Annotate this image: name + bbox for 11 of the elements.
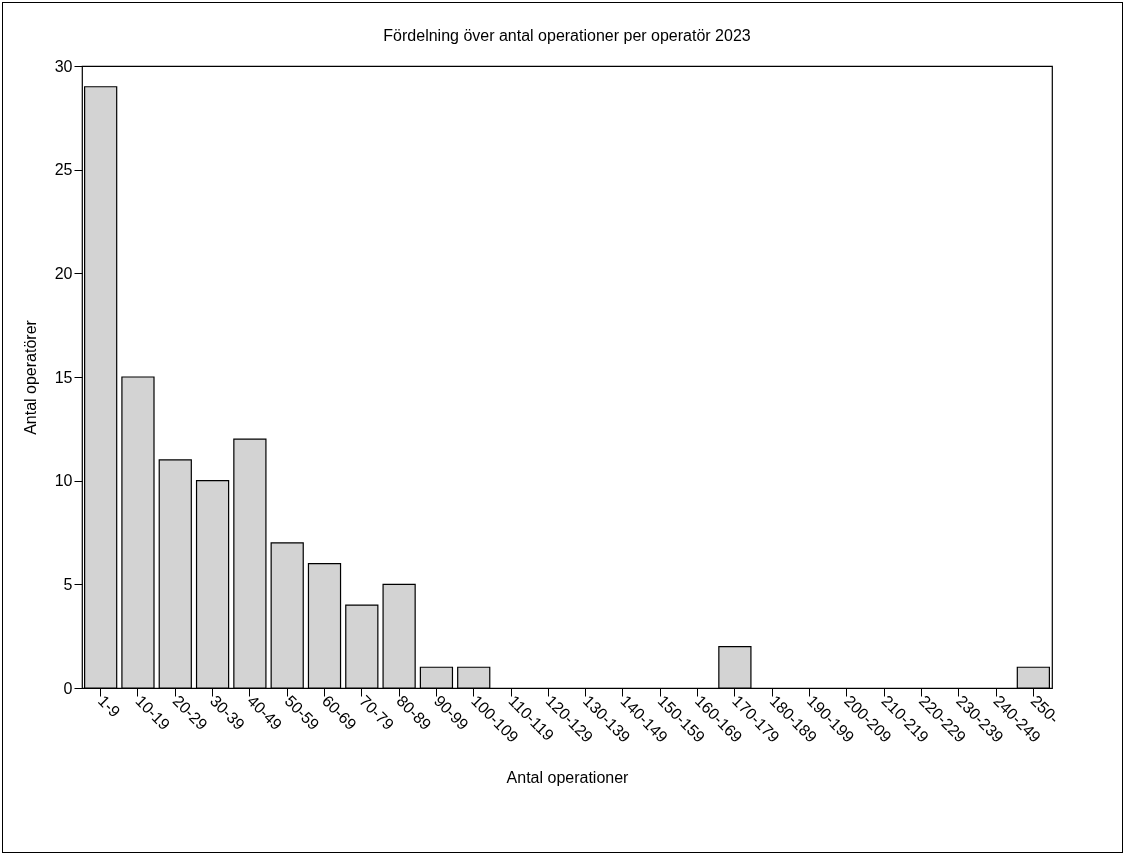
y-tick-label: 15 bbox=[54, 368, 73, 386]
y-axis-title: Antal operatörer bbox=[21, 319, 39, 435]
x-axis-title: Antal operationer bbox=[506, 768, 630, 786]
chart-title: Fördelning över antal operationer per operatör 2023 bbox=[383, 27, 751, 44]
y-tick-label: 5 bbox=[63, 575, 73, 593]
y-tick-label: 10 bbox=[54, 472, 73, 490]
y-tick-label: 25 bbox=[54, 161, 73, 179]
y-tick-label: 20 bbox=[54, 264, 73, 282]
y-tick-label: 30 bbox=[54, 57, 73, 75]
x-tick-label: 1-9 bbox=[95, 692, 124, 721]
y-tick-label: 0 bbox=[63, 679, 73, 697]
